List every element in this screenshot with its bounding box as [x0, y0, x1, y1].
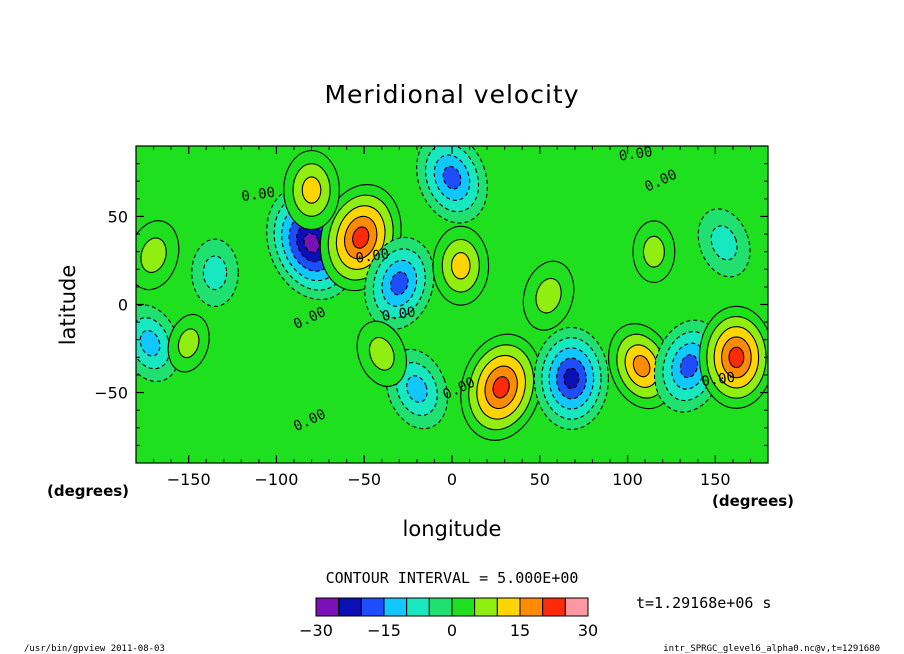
- colorbar-swatch: [428, 597, 453, 617]
- contour-band: [139, 329, 161, 357]
- negative-cell: [136, 304, 180, 383]
- colorbar-swatch: [338, 597, 362, 617]
- colorbar-swatch: [383, 597, 408, 617]
- colorbar-tick-label: 15: [510, 621, 530, 640]
- negative-cell: [533, 326, 609, 431]
- x-tick-label: −100: [254, 470, 298, 489]
- contour-band: [632, 354, 651, 378]
- x-axis-label: longitude: [403, 517, 502, 541]
- x-axis: −150 −100 −50 0 50 100 150: [153, 146, 751, 489]
- positive-cell: [167, 313, 210, 373]
- contour-band: [368, 336, 395, 371]
- negative-cell: [364, 236, 435, 330]
- positive-cell: [432, 225, 490, 306]
- positive-cell: [698, 305, 768, 409]
- y-tick-label: −50: [94, 384, 128, 403]
- contour-band: [352, 226, 370, 249]
- x-tick-label: 150: [700, 470, 731, 489]
- contour-band: [406, 375, 428, 403]
- contour-band: [450, 252, 471, 280]
- colorbar-swatch: [406, 597, 430, 617]
- positive-cell: [356, 320, 407, 387]
- y-axis: 50 0 −50: [94, 163, 768, 446]
- negative-cell: [191, 238, 239, 307]
- colorbar-tick-label: 30: [578, 621, 598, 640]
- plot-area: 0.000.00 0.000.000.000.000.000.00 0.00: [136, 144, 768, 463]
- contour-label: 0.00: [381, 304, 417, 325]
- footer-left: /usr/bin/gpview 2011-08-03: [24, 644, 165, 654]
- negative-cell: [385, 348, 449, 430]
- y-tick-label: 0: [118, 296, 128, 315]
- y-tick-label: 50: [108, 207, 128, 226]
- contour-label: 0.00: [700, 370, 736, 391]
- contour-band: [563, 367, 580, 390]
- x-tick-label: 100: [612, 470, 643, 489]
- colorbar-swatch: [496, 597, 521, 617]
- contour-band: [679, 354, 699, 379]
- contour-label: 0.00: [241, 185, 277, 206]
- contour-band: [535, 277, 562, 314]
- positive-cell: [632, 220, 676, 283]
- positive-cell: [136, 220, 180, 291]
- y-units-label: (degrees): [712, 492, 794, 510]
- contour-label: 0.00: [355, 246, 391, 267]
- colorbar-tick-label: −15: [367, 621, 401, 640]
- x-tick-label: −150: [167, 470, 211, 489]
- colorbar-swatch: [360, 597, 385, 617]
- colorbar-tick-label: 0: [447, 621, 457, 640]
- contour-band: [390, 271, 409, 296]
- x-units-label: (degrees): [47, 482, 129, 500]
- contour-band: [442, 165, 462, 190]
- colorbar-swatch: [315, 597, 340, 617]
- contour-label: 0.00: [618, 144, 654, 165]
- contour-band: [301, 176, 322, 204]
- colorbar-swatch: [542, 597, 566, 617]
- contour-band: [202, 255, 228, 291]
- colorbar-tick-label: −30: [299, 621, 333, 640]
- positive-cell: [460, 333, 543, 441]
- positive-cell: [283, 150, 340, 230]
- negative-cell: [697, 208, 751, 278]
- contour-band: [492, 376, 510, 399]
- contour-band: [642, 235, 665, 268]
- contour-band: [177, 328, 200, 359]
- contour-band: [710, 225, 738, 261]
- colorbar-swatch: [519, 597, 544, 617]
- x-tick-label: −50: [347, 470, 381, 489]
- colorbar-swatch: [451, 597, 476, 617]
- time-label: t=1.29168e+06 s: [636, 594, 771, 612]
- contour-interval-label: CONTOUR INTERVAL = 5.000E+00: [326, 569, 579, 587]
- colorbar: −30 −15 0 15 30: [299, 597, 598, 640]
- colorbar-swatch: [474, 597, 498, 617]
- colorbar-swatch: [564, 597, 589, 617]
- negative-cell: [416, 146, 488, 224]
- x-tick-label: 0: [447, 470, 457, 489]
- y-axis-label: latitude: [56, 265, 80, 346]
- chart-title: Meridional velocity: [324, 80, 579, 109]
- contour-band: [140, 237, 167, 273]
- contour-band: [728, 346, 745, 369]
- contour-band: [303, 232, 320, 253]
- positive-cell: [522, 260, 575, 331]
- x-tick-label: 50: [530, 470, 550, 489]
- footer-right: intr_SPRGC_glevel6_alpha0.nc@v,t=1291680: [663, 644, 880, 654]
